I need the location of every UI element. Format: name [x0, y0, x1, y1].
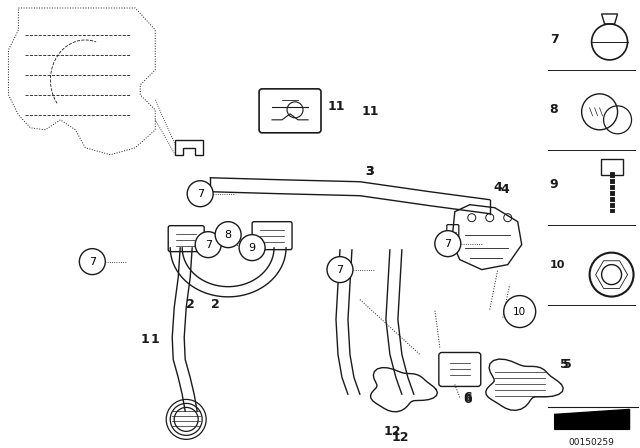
Text: 2: 2: [211, 298, 220, 311]
Text: 12: 12: [383, 425, 401, 438]
Text: 7: 7: [444, 239, 451, 249]
Text: 11: 11: [361, 105, 379, 118]
Circle shape: [215, 222, 241, 248]
Text: 8: 8: [225, 230, 232, 240]
Text: 7: 7: [550, 34, 559, 47]
Circle shape: [435, 231, 461, 257]
Text: 7: 7: [337, 265, 344, 275]
Circle shape: [187, 181, 213, 207]
Text: 11: 11: [328, 100, 346, 113]
Text: 10: 10: [550, 259, 565, 270]
Text: 9: 9: [550, 178, 558, 191]
Circle shape: [327, 257, 353, 283]
Text: 7: 7: [205, 240, 212, 250]
Text: 10: 10: [513, 306, 526, 317]
Text: 3: 3: [365, 165, 374, 178]
Polygon shape: [555, 409, 630, 429]
Text: 4: 4: [493, 181, 502, 194]
Text: 6: 6: [463, 393, 472, 406]
Text: 5: 5: [559, 358, 568, 371]
Text: 5: 5: [563, 358, 572, 371]
Text: 1: 1: [141, 333, 150, 346]
Text: 7: 7: [89, 257, 96, 267]
Text: 2: 2: [186, 298, 195, 311]
Text: 9: 9: [248, 243, 255, 253]
Circle shape: [239, 235, 265, 261]
Text: 8: 8: [550, 103, 558, 116]
Text: 12: 12: [391, 431, 408, 444]
Text: 6: 6: [463, 391, 472, 404]
Text: 4: 4: [500, 183, 509, 196]
Text: 00150259: 00150259: [569, 438, 614, 447]
Circle shape: [195, 232, 221, 258]
Text: 3: 3: [365, 165, 374, 178]
Circle shape: [504, 296, 536, 327]
Circle shape: [79, 249, 106, 275]
Text: 1: 1: [151, 333, 159, 346]
Text: 7: 7: [196, 189, 204, 199]
